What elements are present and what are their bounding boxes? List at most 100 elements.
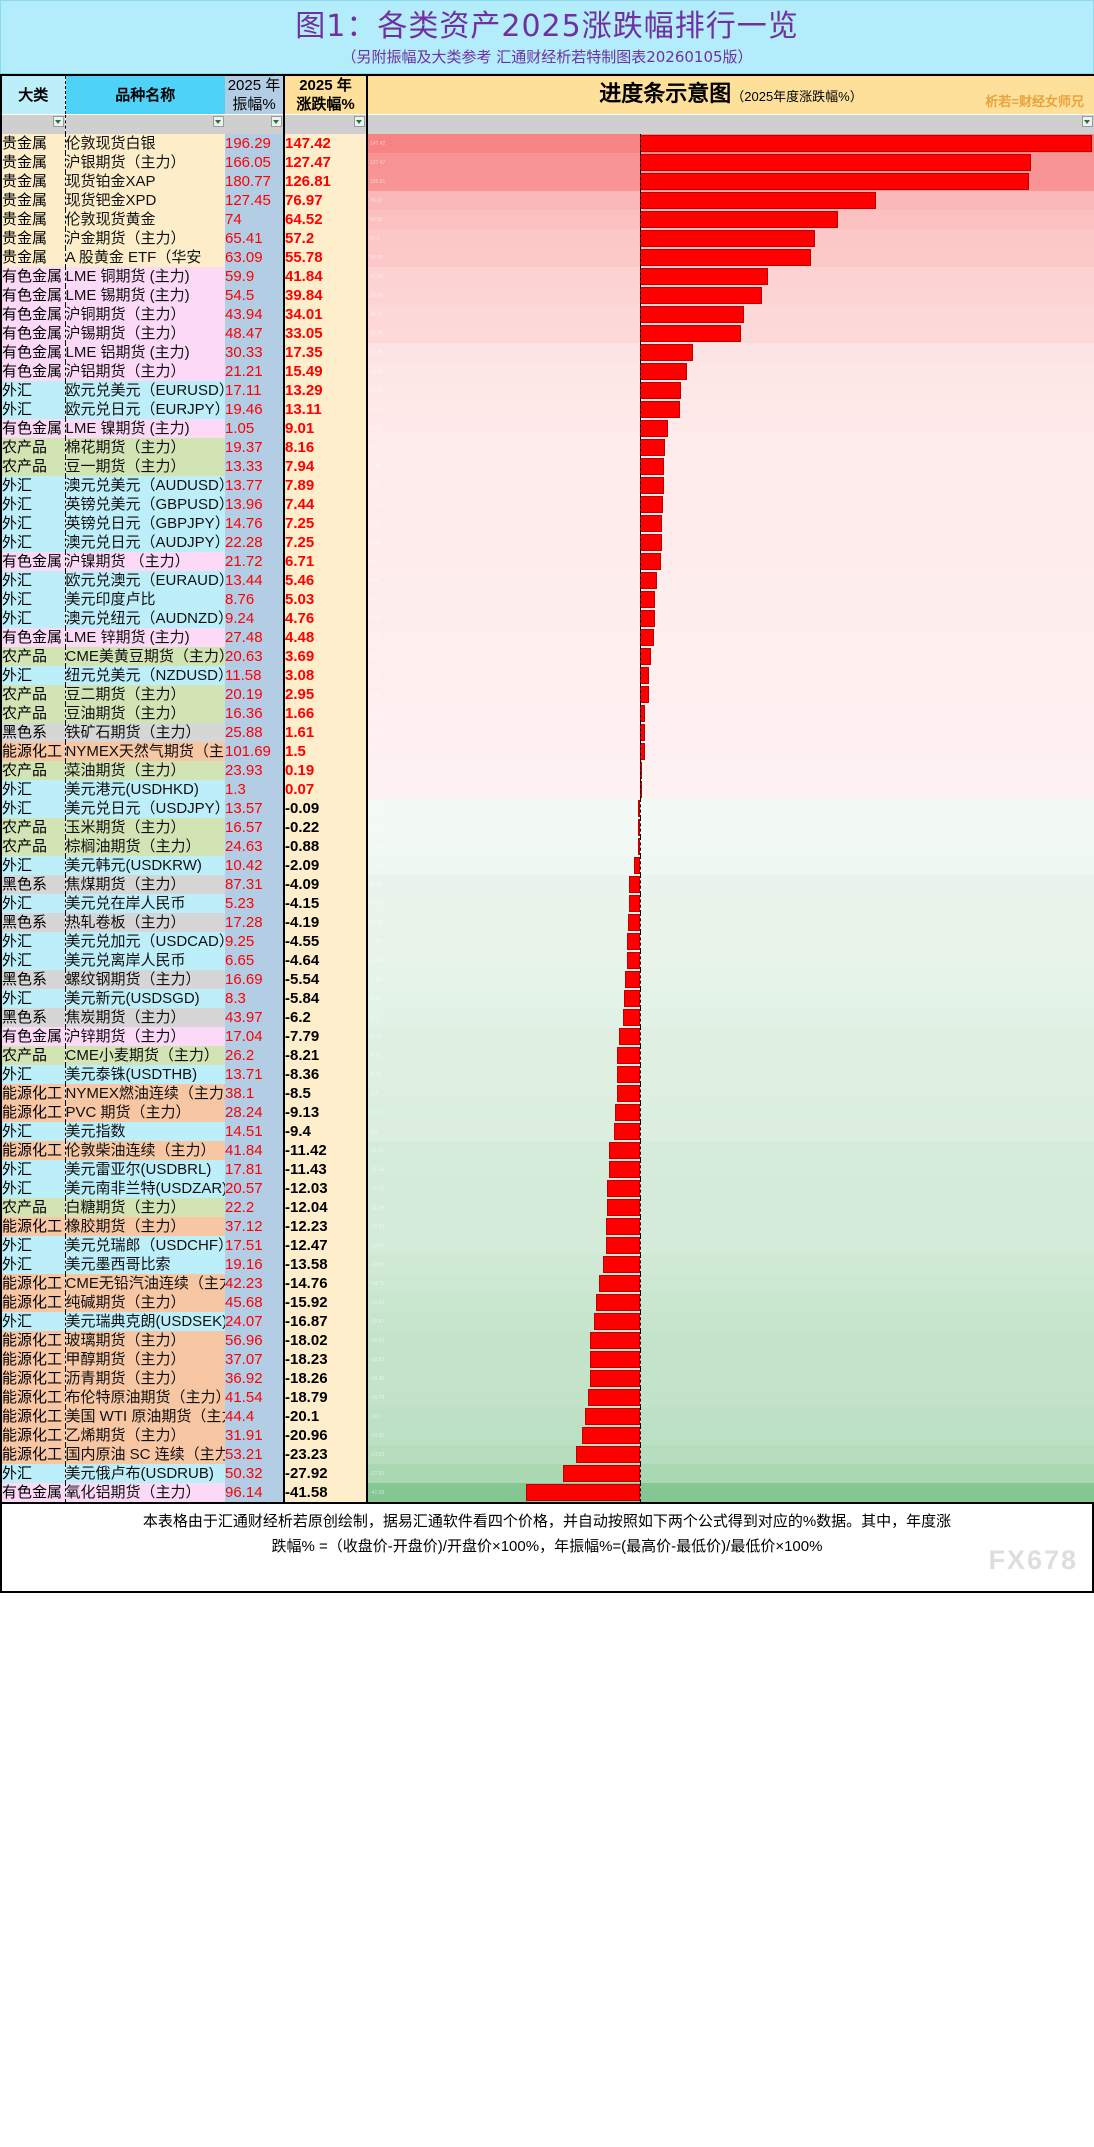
table-row: 能源化工 PVC 期货（主力） 28.24 -9.13 -9.13 [0,1102,1094,1122]
table-row: 外汇 澳元兑纽元（AUDNZD） 9.24 4.76 4.76 [0,608,1094,628]
cell-change-pct: 3.08 [283,665,367,685]
zero-axis-line [640,1007,641,1027]
zero-axis-line [640,684,641,704]
cell-progress-bar: -18.26 [366,1368,1094,1388]
cell-instrument-name: 美国 WTI 原油期货（主力 [64,1406,225,1426]
cell-change-pct: 7.94 [283,456,367,476]
cell-instrument-name: 现货铂金XAP [64,171,225,191]
table-row: 有色金属 沪铜期货（主力） 43.94 34.01 34.01 [0,304,1094,324]
bar-track: 4.48 [369,627,1093,647]
bar-track: -23.23 [369,1444,1093,1464]
cell-instrument-name: 美元韩元(USDKRW) [64,855,225,875]
bar-value-label: -4.19 [370,919,382,926]
cell-instrument-name: 沪银期货（主力） [64,152,225,172]
bar-track: 13.29 [369,380,1093,400]
filter-cell-progressbar[interactable] [366,114,1094,134]
bar-value-label: -4.15 [370,900,382,907]
bar-value-label: 3.08 [370,672,380,679]
bar-track: 9.01 [369,418,1093,438]
cell-amplitude: 26.2 [225,1045,284,1065]
cell-category: 外汇 [0,855,65,875]
cell-change-pct: 34.01 [283,304,367,324]
cell-category: 能源化工 [0,1444,65,1464]
cell-change-pct: 41.84 [283,266,367,286]
progressbar-header-sub: （2025年度涨跌幅%） [731,89,863,104]
cell-progress-bar: -12.03 [366,1178,1094,1198]
cell-instrument-name: 焦炭期货（主力） [64,1007,225,1027]
filter-cell-change[interactable] [283,114,367,134]
cell-progress-bar: -13.58 [366,1254,1094,1274]
filter-dropdown-icon[interactable] [271,116,282,127]
cell-amplitude: 17.11 [225,380,284,400]
bar-value-label: 0.07 [370,786,380,793]
cell-change-pct: 0.19 [283,760,367,780]
cell-change-pct: -13.58 [283,1254,367,1274]
filter-cell-category[interactable] [0,114,65,134]
cell-instrument-name: 美元兑瑞郎（USDCHF） [64,1235,225,1255]
bar-segment [640,495,663,513]
bar-track: 2.95 [369,684,1093,704]
col-header-category: 大类 [0,74,65,115]
zero-axis-line [640,1102,641,1122]
cell-progress-bar: -8.36 [366,1064,1094,1084]
zero-axis-line [640,1178,641,1198]
cell-change-pct: -27.92 [283,1463,367,1483]
bar-value-label: 5.46 [370,577,380,584]
cell-amplitude: 19.37 [225,437,284,457]
table-row: 贵金属 现货钯金XPD 127.45 76.97 76.97 [0,190,1094,210]
table-row: 外汇 美元墨西哥比索 19.16 -13.58 -13.58 [0,1254,1094,1274]
zero-axis-line [640,152,641,172]
bar-segment [596,1293,640,1311]
cell-category: 能源化工 [0,741,65,761]
change-header-line1: 2025 年 [299,77,352,94]
filter-dropdown-icon[interactable] [213,116,224,127]
table-row: 外汇 美元兑日元（USDJPY） 13.57 -0.09 -0.09 [0,798,1094,818]
filter-cell-amplitude[interactable] [225,114,284,134]
table-row: 有色金属 沪镍期货 （主力） 21.72 6.71 6.71 [0,551,1094,571]
filter-dropdown-icon[interactable] [1082,116,1093,127]
cell-amplitude: 9.24 [225,608,284,628]
cell-amplitude: 48.47 [225,323,284,343]
bar-segment [628,875,640,893]
cell-amplitude: 10.42 [225,855,284,875]
bar-value-label: 0.19 [370,767,380,774]
bar-value-label: 7.25 [370,520,380,527]
bar-track: -4.09 [369,874,1093,894]
bar-track: -15.92 [369,1292,1093,1312]
bar-segment [606,1198,640,1216]
cell-instrument-name: 纽元兑美元（NZDUSD） [64,665,225,685]
cell-progress-bar: 4.76 [366,608,1094,628]
bar-track: -0.22 [369,817,1093,837]
cell-amplitude: 17.04 [225,1026,284,1046]
cell-category: 外汇 [0,1121,65,1141]
filter-row[interactable] [0,114,1094,134]
table-row: 能源化工 布伦特原油期货（主力） 41.54 -18.79 -18.79 [0,1387,1094,1407]
cell-change-pct: -9.13 [283,1102,367,1122]
bar-track: -4.55 [369,931,1093,951]
bar-track: 8.16 [369,437,1093,457]
filter-dropdown-icon[interactable] [52,116,64,127]
cell-amplitude: 8.3 [225,988,284,1008]
cell-change-pct: 4.48 [283,627,367,647]
zero-axis-line [640,209,641,229]
filter-cell-name[interactable] [64,114,225,134]
cell-category: 能源化工 [0,1387,65,1407]
filter-dropdown-icon[interactable] [354,116,365,127]
table-row: 能源化工 美国 WTI 原油期货（主力 44.4 -20.1 -20.1 [0,1406,1094,1426]
zero-axis-line [640,931,641,951]
cell-change-pct: -8.5 [283,1083,367,1103]
cell-category: 农产品 [0,703,65,723]
page-subtitle: （另附振幅及大类参考 汇通财经析若特制图表20260105版） [341,48,753,66]
cell-category: 能源化工 [0,1140,65,1160]
zero-axis-line [640,1064,641,1084]
cell-change-pct: -18.79 [283,1387,367,1407]
cell-category: 外汇 [0,399,65,419]
bar-segment [627,932,640,950]
cell-instrument-name: 美元俄卢布(USDRUB) [64,1463,225,1483]
cell-amplitude: 5.23 [225,893,284,913]
cell-change-pct: -12.23 [283,1216,367,1236]
table-row: 农产品 豆二期货（主力） 20.19 2.95 2.95 [0,684,1094,704]
bar-segment [640,666,650,684]
cell-change-pct: 8.16 [283,437,367,457]
cell-change-pct: 7.25 [283,532,367,552]
